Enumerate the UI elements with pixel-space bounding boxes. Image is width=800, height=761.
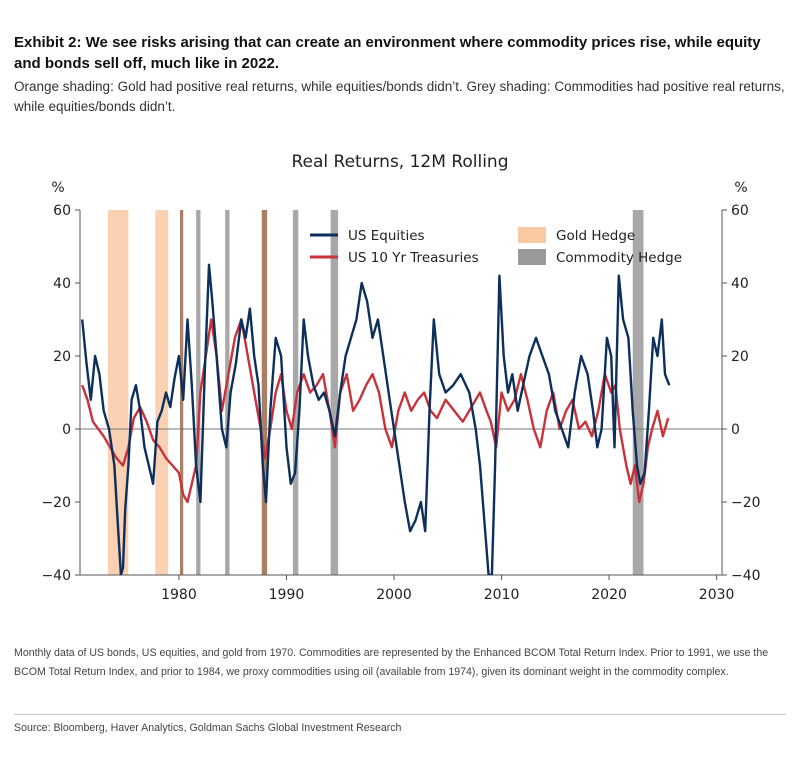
shade-overlap-5 [261,210,268,575]
legend-swatch-gold [518,227,546,243]
x-tick-label: 1980 [161,587,197,603]
y-tick-label-right: −40 [731,568,761,584]
data-series [81,263,671,575]
x-tick-label: 2020 [591,587,627,603]
x-tick-label: 2030 [699,587,735,603]
source-note: Source: Bloomberg, Haver Analytics, Gold… [14,722,402,734]
x-tick-label: 1990 [269,587,305,603]
legend-label-gold: Gold Hedge [556,228,635,244]
y-axis-unit-right: % [734,180,747,196]
y-tick-label-left: 60 [53,203,71,219]
chart-area: Real Returns, 12M Rolling % % −40 −40 −20 −… [41,152,760,603]
series-line-treasuries [81,318,670,504]
y-tick-label-left: −20 [41,495,71,511]
legend-label-commodity: Commodity Hedge [556,250,682,266]
y-tick-label-right: 0 [731,422,740,438]
y-tick-label-left: −40 [41,568,71,584]
y-tick-label-left: 40 [53,276,71,292]
footer-divider [14,714,786,715]
shade-commodity-4 [225,210,230,575]
x-tick-label: 2000 [376,587,412,603]
x-tick-label: 2010 [484,587,520,603]
y-tick-label-right: 40 [731,276,749,292]
legend-swatch-commodity [518,249,546,265]
y-tick-label-right: −20 [731,495,761,511]
y-tick-label-left: 0 [62,422,71,438]
legend-label-equities: US Equities [348,228,425,244]
y-tick-label-left: 20 [53,349,71,365]
shade-gold-1 [155,210,169,575]
y-tick-label-right: 60 [731,203,749,219]
shaded-regions [107,210,644,575]
exhibit-subtitle: Orange shading: Gold had positive real r… [14,79,785,114]
chart-title: Real Returns, 12M Rolling [291,152,508,172]
shade-gold-0 [107,210,129,575]
exhibit-title: Exhibit 2: We see risks arising that can… [14,34,761,72]
exhibit-header: Exhibit 2: We see risks arising that can… [14,32,786,117]
series-line-equities [81,263,671,575]
footnote: Monthly data of US bonds, US equities, a… [14,647,769,678]
legend: US Equities US 10 Yr Treasuries Gold Hedge… [310,227,682,266]
y-axis-unit-left: % [51,180,64,196]
legend-label-treasuries: US 10 Yr Treasuries [348,250,479,266]
shade-commodity-7 [330,210,339,575]
shade-commodity-3 [196,210,201,575]
shade-commodity-6 [292,210,299,575]
shade-commodity-8 [632,210,644,575]
y-tick-label-right: 20 [731,349,749,365]
